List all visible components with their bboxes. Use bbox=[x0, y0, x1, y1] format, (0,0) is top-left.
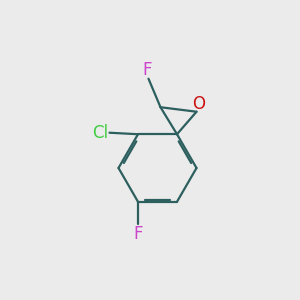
Text: Cl: Cl bbox=[92, 124, 109, 142]
Text: O: O bbox=[192, 94, 206, 112]
Text: F: F bbox=[142, 61, 152, 79]
Text: F: F bbox=[133, 225, 143, 243]
